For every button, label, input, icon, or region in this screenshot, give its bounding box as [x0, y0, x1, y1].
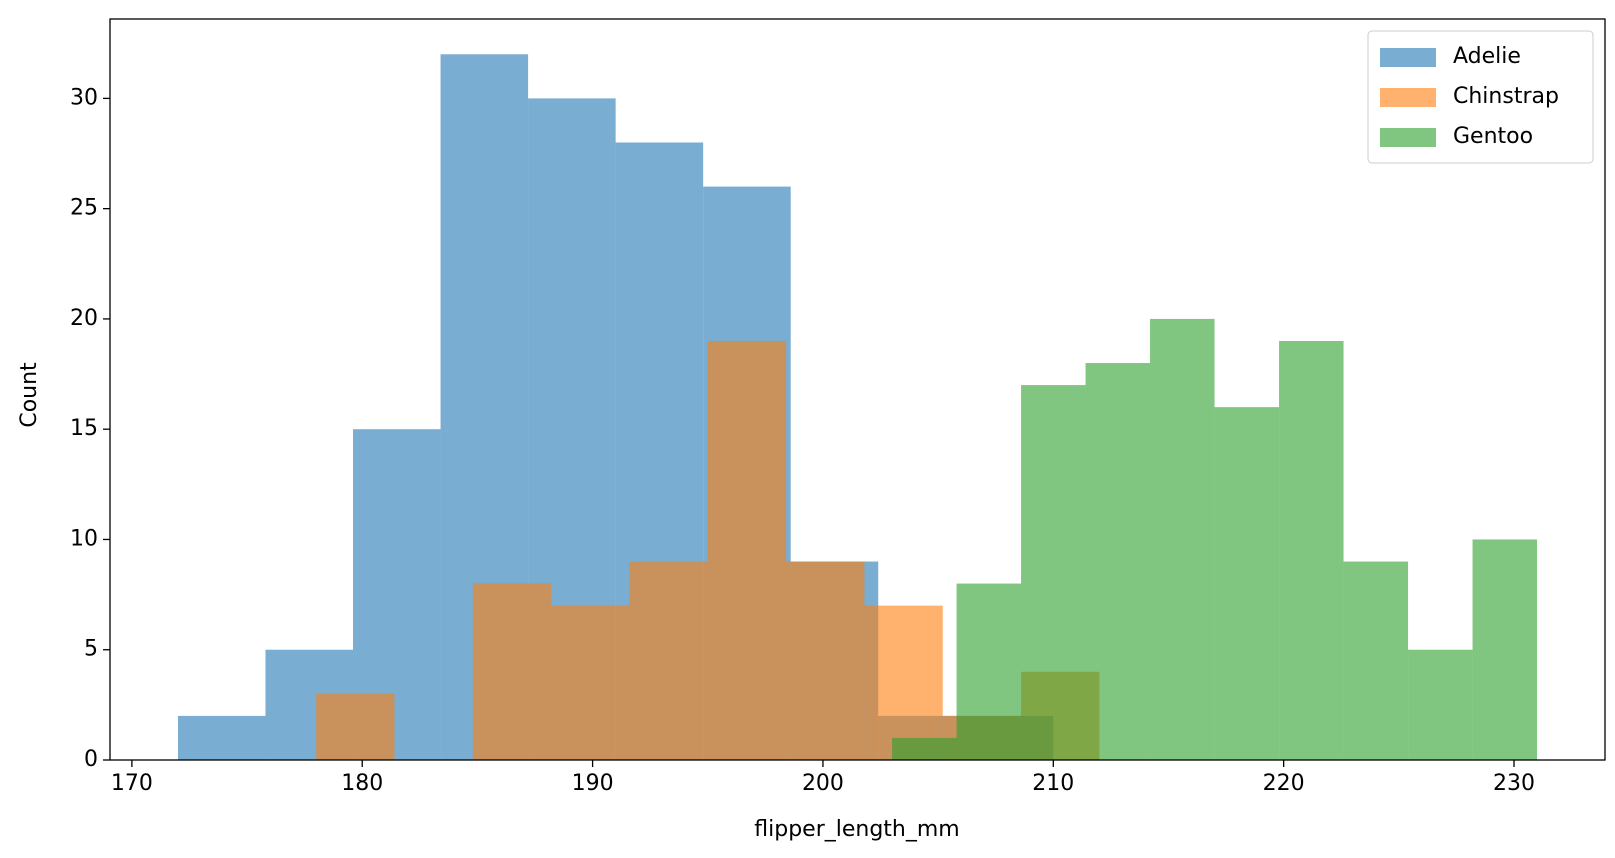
- y-tick-label: 30: [70, 85, 98, 110]
- y-tick-label: 10: [70, 526, 98, 551]
- x-tick-label: 230: [1493, 771, 1535, 796]
- y-tick-label: 0: [84, 747, 98, 772]
- legend-label: Gentoo: [1453, 124, 1533, 149]
- x-tick-label: 220: [1263, 771, 1305, 796]
- bar: [707, 340, 787, 760]
- bar: [892, 737, 957, 760]
- bar: [472, 583, 552, 760]
- bar: [1214, 407, 1280, 760]
- x-tick-label: 190: [572, 771, 614, 796]
- bar: [786, 561, 865, 760]
- y-tick-label: 15: [70, 416, 98, 441]
- bar: [1343, 561, 1409, 760]
- y-axis-label: Count: [17, 362, 42, 428]
- bar: [177, 715, 266, 760]
- bar: [1150, 318, 1215, 760]
- bar: [1472, 539, 1538, 760]
- legend-swatch: [1380, 48, 1436, 67]
- legend-label: Adelie: [1453, 44, 1521, 69]
- bar: [1021, 385, 1086, 760]
- bar: [551, 605, 630, 760]
- x-tick-label: 200: [802, 771, 844, 796]
- x-tick-label: 170: [111, 771, 153, 796]
- x-tick-label: 210: [1032, 771, 1074, 796]
- bar: [629, 561, 708, 760]
- legend-swatch: [1380, 128, 1436, 147]
- bar: [864, 605, 943, 760]
- y-tick-label: 25: [70, 196, 98, 221]
- y-tick-label: 20: [70, 306, 98, 331]
- plot-frame: [109, 18, 1606, 761]
- x-tick-label: 180: [341, 771, 383, 796]
- x-axis-label: flipper_length_mm: [754, 817, 959, 842]
- bar: [1408, 649, 1473, 760]
- bar: [316, 693, 395, 760]
- bar: [956, 583, 1022, 760]
- legend-swatch: [1380, 88, 1436, 107]
- bar: [1279, 340, 1344, 760]
- bar: [1085, 363, 1151, 760]
- y-tick-label: 5: [84, 637, 98, 662]
- legend-label: Chinstrap: [1453, 84, 1559, 109]
